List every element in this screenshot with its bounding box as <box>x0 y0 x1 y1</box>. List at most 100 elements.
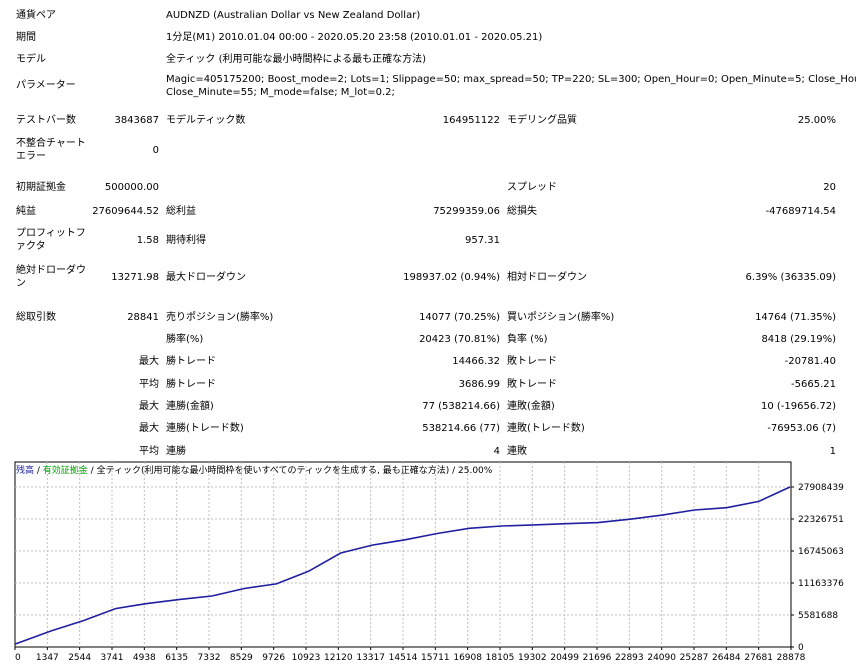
max-cons-cnt-word: 最大 <box>139 423 159 434</box>
net-value: 27609644.52 <box>92 206 159 217</box>
gross-loss-label: 総損失 <box>507 206 537 217</box>
balance-series-line <box>14 486 791 645</box>
spread-value: 20 <box>823 182 836 193</box>
x-tick-label: 0 <box>15 653 21 663</box>
params-line-1: Magic=405175200; Boost_mode=2; Lots=1; S… <box>166 74 856 85</box>
largest-loss-label: 敗トレード <box>507 356 557 367</box>
max-cons-win-cnt-value: 538214.66 (77) <box>422 423 500 434</box>
balance-chart-svg: 0 1347 2544 3741 4938 6135 7332 8529 9726 10923 12… <box>14 461 844 663</box>
mismatch-value: 0 <box>152 145 159 156</box>
average-word: 平均 <box>139 379 159 390</box>
expected-payoff-value: 957.31 <box>465 235 500 246</box>
max-cons-win-cnt-label: 連勝(トレード数) <box>166 423 244 434</box>
params-line-2: Close_Minute=55; M_mode=false; M_lot=0.2… <box>166 87 395 98</box>
abs-drawdown-value: 13271.98 <box>111 272 159 283</box>
y-tick-label: 16745063 <box>798 547 844 557</box>
x-tick-label: 12120 <box>324 653 353 663</box>
x-tick-label: 27681 <box>744 653 773 663</box>
long-positions-label: 買いポジション(勝率%) <box>507 312 615 323</box>
x-tick-label: 8529 <box>230 653 253 663</box>
x-tick-label: 1347 <box>36 653 59 663</box>
win-rate-value: 20423 (70.81%) <box>419 334 500 345</box>
avg-cons-win-label: 連勝 <box>166 446 186 457</box>
legend-balance: 残高 <box>16 466 35 476</box>
net-label: 純益 <box>16 206 36 217</box>
bars-label: テストバー数 <box>16 115 76 126</box>
report-table: 通貨ペア AUDNZD (Australian Dollar vs New Ze… <box>16 10 856 457</box>
x-tick-label: 6135 <box>165 653 188 663</box>
loss-rate-label: 負率 (%) <box>507 334 548 345</box>
deposit-label: 初期証拠金 <box>16 182 66 193</box>
chart-legend: 残高 / 有効証拠金 / 全ティック(利用可能な最小時間枠を使いすべてのティック… <box>16 463 492 476</box>
x-tick-label: 20499 <box>550 653 579 663</box>
gross-profit-value: 75299359.06 <box>433 206 500 217</box>
legend-sep-1: / <box>34 466 43 476</box>
avg-win-value: 3686.99 <box>458 379 500 390</box>
max-cons-loss-cnt-value: -76953.06 (7) <box>767 423 836 434</box>
mismatch-label: 不整合チャートエラー <box>16 138 86 162</box>
max-cons-loss-amt-value: 10 (-19656.72) <box>760 401 836 412</box>
y-tick-label: 22326751 <box>798 515 844 525</box>
x-tick-label: 24090 <box>647 653 676 663</box>
x-tick-label: 21696 <box>583 653 612 663</box>
x-tick-label: 4938 <box>133 653 156 663</box>
quality-value: 25.00% <box>797 115 836 126</box>
x-tick-label: 3741 <box>101 653 124 663</box>
x-tick-label: 13317 <box>356 653 385 663</box>
x-tick-label: 18105 <box>486 653 515 663</box>
avg-win-label: 勝トレード <box>166 379 216 390</box>
avg-cons-win-value: 4 <box>493 446 500 457</box>
deposit-value: 500000.00 <box>104 182 159 193</box>
x-tick-label: 28878 <box>777 653 806 663</box>
max-cons-win-amt-label: 連勝(金額) <box>166 401 214 412</box>
avg-cons-word: 平均 <box>139 446 159 457</box>
x-tick-label: 7332 <box>198 653 221 663</box>
y-tick-label: 0 <box>798 643 804 653</box>
bars-value: 3843687 <box>114 115 159 126</box>
x-tick-label: 19302 <box>518 653 547 663</box>
avg-loss-value: -5665.21 <box>791 379 836 390</box>
x-tick-label: 16908 <box>453 653 482 663</box>
symbol-value: AUDNZD (Australian Dollar vs New Zealand… <box>166 10 421 21</box>
total-trades-label: 総取引数 <box>16 312 56 323</box>
symbol-label: 通貨ペア <box>16 10 56 21</box>
period-value: 1分足(M1) 2010.01.04 00:00 - 2020.05.20 23… <box>166 32 543 43</box>
x-tick-label: 26484 <box>712 653 741 663</box>
avg-cons-loss-label: 連敗 <box>507 446 527 457</box>
gross-profit-label: 総利益 <box>166 206 196 217</box>
x-tick-label: 14514 <box>389 653 418 663</box>
max-cons-win-amt-value: 77 (538214.66) <box>422 401 500 412</box>
y-tick-label: 27908439 <box>798 483 844 493</box>
max-drawdown-value: 198937.02 (0.94%) <box>403 272 500 283</box>
avg-loss-label: 敗トレード <box>507 379 557 390</box>
balance-chart: 0 1347 2544 3741 4938 6135 7332 8529 9726 10923 12… <box>0 460 856 667</box>
short-positions-label: 売りポジション(勝率%) <box>166 312 274 323</box>
period-label: 期間 <box>16 32 36 43</box>
long-positions-value: 14764 (71.35%) <box>755 312 836 323</box>
x-tick-label: 25287 <box>680 653 709 663</box>
ticks-label: モデルティック数 <box>166 115 246 126</box>
y-tick-label: 11163376 <box>798 579 844 589</box>
ticks-value: 164951122 <box>442 115 500 126</box>
rel-drawdown-value: 6.39% (36335.09) <box>745 272 836 283</box>
max-cons-loss-amt-label: 連敗(金額) <box>507 401 555 412</box>
largest-win-label: 勝トレード <box>166 356 216 367</box>
y-tick-label: 5581688 <box>798 611 838 621</box>
profit-factor-label: プロフィットファクタ <box>16 228 86 252</box>
largest-loss-value: -20781.40 <box>784 356 836 367</box>
model-label: モデル <box>16 54 46 65</box>
abs-drawdown-label: 絶対ドローダウン <box>16 265 86 289</box>
x-tick-label: 22893 <box>615 653 644 663</box>
gross-loss-value: -47689714.54 <box>765 206 836 217</box>
short-positions-value: 14077 (70.25%) <box>419 312 500 323</box>
max-cons-loss-cnt-label: 連敗(トレード数) <box>507 423 585 434</box>
rel-drawdown-label: 相対ドローダウン <box>507 272 587 283</box>
params-label: パラメーター <box>16 80 76 91</box>
max-cons-amt-word: 最大 <box>139 401 159 412</box>
quality-label: モデリング品質 <box>507 115 577 126</box>
legend-quality: / 25.00% <box>449 466 493 476</box>
x-tick-label: 9726 <box>262 653 285 663</box>
legend-model: 全ティック(利用可能な最小時間枠を使いすべてのティックを生成する, 最も正確な方… <box>96 466 450 476</box>
total-trades-value: 28841 <box>127 312 159 323</box>
model-value: 全ティック (利用可能な最小時間枠による最も正確な方法) <box>166 54 427 65</box>
